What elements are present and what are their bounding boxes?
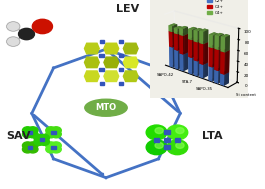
Bar: [119, 82, 123, 84]
Circle shape: [28, 127, 38, 134]
Circle shape: [146, 125, 167, 140]
Bar: [28, 131, 32, 134]
Bar: [51, 146, 56, 149]
Polygon shape: [104, 57, 119, 68]
Circle shape: [146, 140, 167, 155]
Circle shape: [39, 134, 49, 142]
Polygon shape: [123, 43, 138, 54]
Circle shape: [23, 142, 33, 149]
Bar: [119, 54, 123, 57]
Circle shape: [28, 130, 38, 138]
Circle shape: [23, 130, 33, 138]
Text: LEV: LEV: [116, 5, 139, 14]
Bar: [51, 131, 56, 134]
Circle shape: [176, 143, 184, 148]
Polygon shape: [85, 43, 99, 54]
Polygon shape: [123, 71, 138, 81]
Circle shape: [7, 37, 20, 46]
Legend: C2+, C3+, C4+: C2+, C3+, C4+: [206, 0, 226, 17]
Circle shape: [23, 127, 33, 134]
Circle shape: [48, 144, 59, 151]
Circle shape: [25, 144, 35, 151]
Circle shape: [32, 19, 52, 34]
Circle shape: [39, 138, 49, 145]
Bar: [164, 145, 170, 149]
Circle shape: [25, 129, 35, 136]
Circle shape: [34, 138, 44, 145]
Polygon shape: [85, 71, 99, 81]
Polygon shape: [123, 57, 138, 68]
Polygon shape: [104, 71, 119, 81]
Circle shape: [46, 146, 56, 153]
Polygon shape: [104, 43, 119, 54]
Bar: [175, 138, 180, 142]
Bar: [99, 54, 104, 57]
Circle shape: [34, 134, 44, 142]
Circle shape: [155, 143, 163, 148]
Circle shape: [7, 22, 20, 31]
Circle shape: [23, 146, 33, 153]
Bar: [119, 68, 123, 71]
Bar: [100, 82, 104, 84]
Circle shape: [48, 129, 59, 136]
Bar: [99, 68, 104, 71]
Text: LTA: LTA: [202, 131, 222, 141]
Circle shape: [167, 125, 188, 140]
Text: MTO: MTO: [95, 103, 117, 112]
Text: SAV: SAV: [6, 131, 31, 141]
Circle shape: [46, 142, 56, 149]
Circle shape: [155, 128, 163, 134]
Circle shape: [46, 127, 56, 134]
Ellipse shape: [85, 99, 127, 116]
Polygon shape: [85, 57, 99, 68]
Circle shape: [51, 130, 61, 138]
Circle shape: [51, 142, 61, 149]
Circle shape: [28, 146, 38, 153]
Bar: [119, 40, 123, 43]
Bar: [28, 146, 32, 149]
Circle shape: [167, 140, 188, 155]
Bar: [164, 130, 170, 134]
Circle shape: [37, 136, 47, 143]
Circle shape: [19, 28, 34, 40]
Bar: [100, 40, 104, 43]
Bar: [39, 138, 44, 141]
Circle shape: [28, 142, 38, 149]
Circle shape: [51, 146, 61, 153]
Circle shape: [46, 130, 56, 138]
Bar: [154, 138, 159, 142]
Circle shape: [51, 127, 61, 134]
Circle shape: [176, 128, 184, 134]
Bar: [164, 138, 170, 142]
